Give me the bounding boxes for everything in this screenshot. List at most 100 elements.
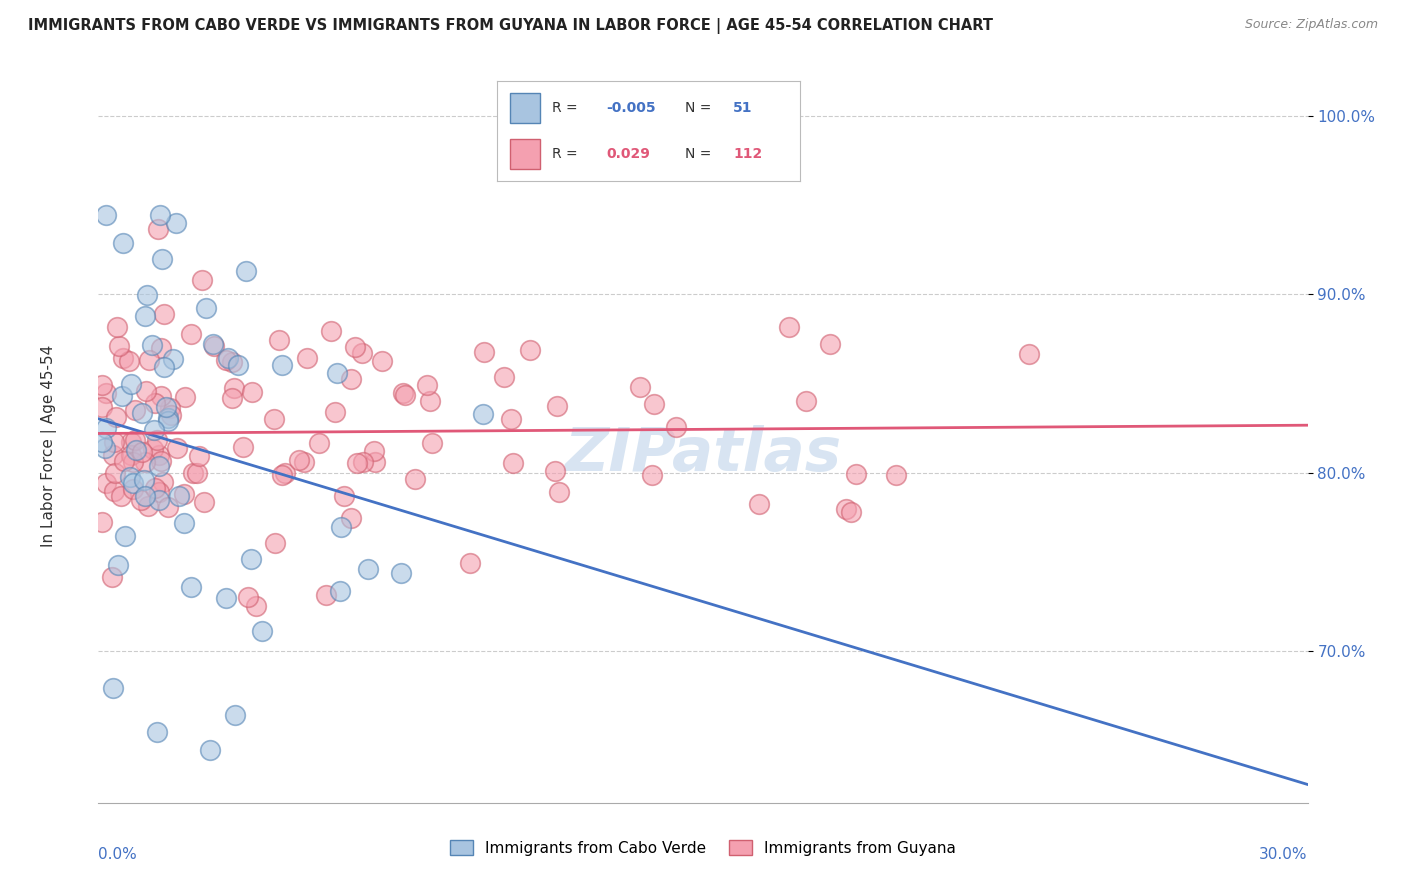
Point	[352, 454, 374, 468]
Point	[112, 351, 135, 365]
Point	[134, 473, 156, 487]
Point	[131, 406, 153, 420]
Point	[643, 397, 665, 411]
Point	[129, 492, 152, 507]
Point	[124, 403, 146, 417]
Point	[363, 455, 385, 469]
Point	[340, 511, 363, 525]
Point	[391, 385, 413, 400]
Point	[323, 405, 346, 419]
Point	[149, 389, 172, 403]
Point	[333, 489, 356, 503]
Point	[747, 497, 769, 511]
Point	[105, 319, 128, 334]
Text: ZIPatlas: ZIPatlas	[564, 425, 842, 484]
Point	[884, 467, 907, 482]
Point	[152, 475, 174, 490]
Point	[641, 468, 664, 483]
Point	[181, 467, 204, 481]
Point	[263, 536, 285, 550]
Point	[357, 562, 380, 576]
Point	[110, 388, 132, 402]
Point	[91, 434, 114, 449]
Point	[308, 435, 330, 450]
Point	[191, 273, 214, 287]
Point	[665, 420, 688, 434]
Point	[145, 395, 167, 409]
Point	[544, 464, 567, 478]
Text: Source: ZipAtlas.com: Source: ZipAtlas.com	[1244, 18, 1378, 31]
Point	[236, 590, 259, 604]
Point	[150, 252, 173, 267]
Point	[226, 358, 249, 372]
Point	[221, 354, 243, 368]
Point	[363, 443, 385, 458]
Point	[148, 448, 170, 462]
Point	[156, 500, 179, 515]
Point	[288, 453, 311, 467]
Point	[458, 557, 481, 571]
Point	[215, 591, 238, 606]
Point	[494, 370, 516, 384]
Point	[232, 440, 254, 454]
Point	[326, 366, 349, 380]
Point	[315, 588, 337, 602]
Point	[148, 493, 170, 508]
Point	[173, 516, 195, 530]
Point	[143, 482, 166, 496]
Point	[118, 353, 141, 368]
Text: 0.0%: 0.0%	[98, 847, 138, 863]
Point	[138, 352, 160, 367]
Point	[91, 515, 114, 529]
Point	[173, 487, 195, 501]
Point	[198, 742, 221, 756]
Point	[263, 412, 285, 426]
Point	[167, 489, 190, 503]
Point	[180, 327, 202, 342]
Point	[125, 443, 148, 458]
Point	[120, 435, 142, 450]
Point	[217, 351, 239, 365]
Point	[103, 448, 125, 462]
Point	[321, 324, 343, 338]
Legend: Immigrants from Cabo Verde, Immigrants from Guyana: Immigrants from Cabo Verde, Immigrants f…	[444, 834, 962, 862]
Text: IMMIGRANTS FROM CABO VERDE VS IMMIGRANTS FROM GUYANA IN LABOR FORCE | AGE 45-54 : IMMIGRANTS FROM CABO VERDE VS IMMIGRANTS…	[28, 18, 993, 34]
Point	[371, 353, 394, 368]
Point	[162, 351, 184, 366]
Point	[346, 456, 368, 470]
Point	[420, 436, 443, 450]
Point	[404, 472, 426, 486]
Point	[153, 359, 176, 374]
Point	[174, 390, 197, 404]
Point	[252, 624, 274, 638]
Point	[350, 346, 373, 360]
Point	[201, 336, 224, 351]
Point	[295, 351, 318, 365]
Point	[546, 400, 568, 414]
Point	[224, 381, 246, 395]
Point	[157, 410, 180, 425]
Point	[153, 307, 176, 321]
Point	[149, 208, 172, 222]
Point	[344, 340, 367, 354]
Point	[91, 378, 114, 392]
Point	[180, 581, 202, 595]
Point	[239, 551, 262, 566]
Point	[245, 599, 267, 613]
Point	[121, 455, 143, 469]
Point	[195, 301, 218, 315]
Point	[389, 566, 412, 580]
Point	[103, 483, 125, 498]
Point	[818, 337, 841, 351]
Point	[502, 457, 524, 471]
Point	[471, 407, 494, 421]
Point	[267, 333, 290, 347]
Point	[114, 529, 136, 543]
Point	[274, 466, 297, 480]
Point	[107, 558, 129, 572]
Point	[131, 445, 153, 459]
Point	[104, 466, 127, 480]
Point	[150, 453, 173, 467]
Point	[104, 409, 127, 424]
Point	[108, 339, 131, 353]
